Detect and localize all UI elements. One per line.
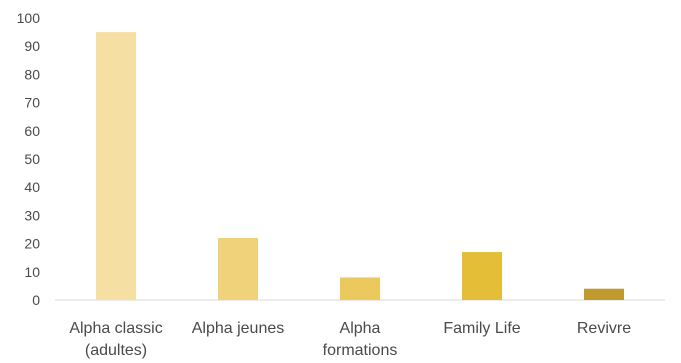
y-axis-ticks: 0 10 20 30 40 50 60 70 80 90 100 (17, 10, 41, 308)
bar (218, 237, 258, 300)
category-label-line: Revivre (577, 320, 631, 337)
y-tick-label: 80 (24, 66, 40, 82)
y-tick-label: 30 (24, 207, 40, 223)
bar (340, 277, 380, 300)
category-label-line: Alpha (340, 320, 381, 337)
bar (96, 32, 136, 300)
category-label: Family Life (443, 320, 520, 337)
category-label: Revivre (577, 320, 631, 337)
y-tick-label: 50 (24, 151, 40, 167)
y-tick-label: 20 (24, 236, 40, 252)
category-label-line: Alpha classic (69, 320, 162, 337)
bars-group (96, 32, 624, 300)
category-label-line: (adultes) (85, 342, 147, 359)
category-label-line: formations (323, 342, 398, 359)
category-labels: Alpha classic (adultes) Alpha jeunes Alpha f… (69, 320, 631, 359)
category-label: Alpha formations (323, 320, 398, 359)
bar (462, 252, 502, 300)
category-label-line: Alpha jeunes (192, 320, 285, 337)
y-tick-label: 100 (17, 10, 41, 26)
y-tick-label: 90 (24, 38, 40, 54)
y-tick-label: 10 (24, 264, 40, 280)
y-tick-label: 40 (24, 179, 40, 195)
y-tick-label: 70 (24, 95, 40, 111)
category-label-line: Family Life (443, 320, 520, 337)
y-tick-label: 0 (32, 292, 40, 308)
category-label: Alpha classic (adultes) (69, 320, 162, 359)
y-tick-label: 60 (24, 123, 40, 139)
bar (584, 288, 624, 300)
category-label: Alpha jeunes (192, 320, 285, 337)
